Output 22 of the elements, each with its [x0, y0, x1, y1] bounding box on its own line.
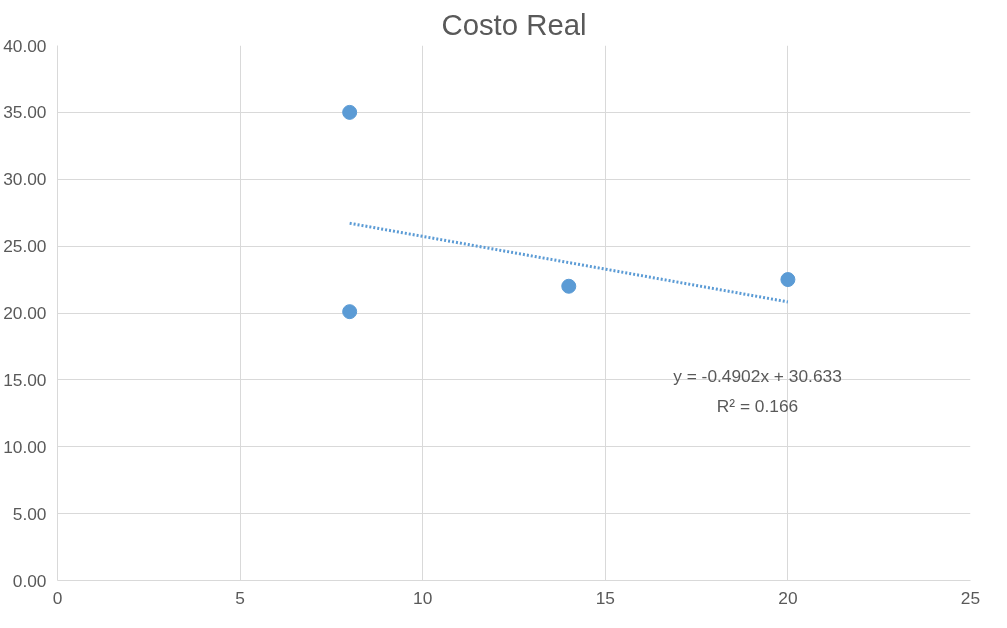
y-tick-label: 40.00 — [3, 35, 47, 56]
y-tick-label: 20.00 — [3, 303, 47, 323]
x-tick-label: 25 — [960, 587, 981, 608]
point — [780, 272, 796, 288]
y-tick-label: 5.00 — [12, 503, 47, 524]
y-tick-label: 25.00 — [3, 236, 47, 257]
chart-title: Costo Real — [441, 7, 587, 41]
annotation: y = -0.4902x + 30.633 — [673, 365, 842, 386]
x-tick-label: 20 — [778, 587, 798, 608]
x-tick-label: 15 — [595, 587, 615, 608]
annotation: R² = 0.166 — [716, 395, 799, 416]
y-tick-label: 15.00 — [3, 369, 47, 390]
y-tick-label: 0.00 — [12, 570, 47, 591]
y-tick-label: 10.00 — [3, 436, 47, 457]
x-tick-label: 10 — [413, 587, 433, 608]
y-tick-label: 30.00 — [3, 169, 47, 190]
point — [561, 278, 577, 294]
x-tick-label: 0 — [52, 587, 63, 608]
point — [342, 304, 358, 320]
y-tick-label: 35.00 — [3, 102, 47, 123]
x-tick-label: 5 — [235, 587, 245, 608]
point — [342, 104, 358, 120]
